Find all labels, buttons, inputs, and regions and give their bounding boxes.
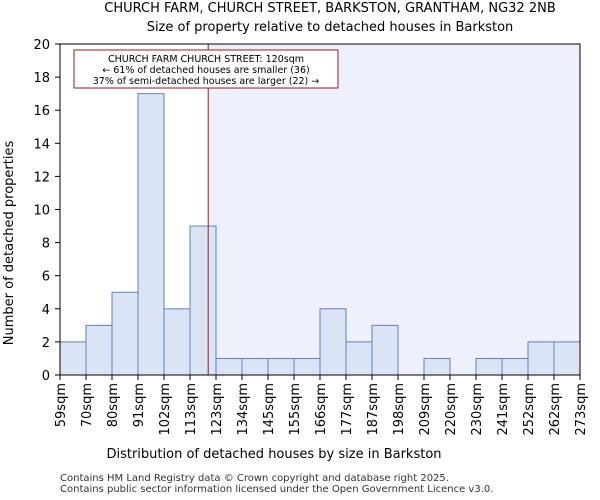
- bar-113sqm: [189, 225, 217, 376]
- x-tick-label: 134sqm: [236, 383, 251, 436]
- bar-209sqm: [423, 357, 451, 376]
- chart-title-line-1: CHURCH FARM, CHURCH STREET, BARKSTON, GR…: [104, 1, 555, 16]
- x-ticks: 59sqm 70sqm 80sqm 91sqm 102sqm 113sqm 123sqm 13…: [54, 375, 589, 436]
- bar-134sqm: [241, 357, 269, 376]
- bar-145sqm: [267, 357, 295, 376]
- y-tick-label: 8: [42, 237, 50, 252]
- x-tick-label: 177sqm: [340, 383, 355, 436]
- bar-91sqm: [137, 93, 165, 376]
- bar-80sqm: [111, 291, 139, 376]
- x-tick-label: 145sqm: [262, 383, 277, 436]
- x-tick-label: 102sqm: [158, 383, 173, 436]
- x-tick-label: 123sqm: [210, 383, 225, 436]
- bar-59sqm: [59, 341, 87, 376]
- bar-230sqm: [475, 357, 503, 376]
- y-tick-label: 4: [42, 303, 50, 318]
- y-tick-label: 10: [33, 204, 50, 219]
- x-axis-label: Distribution of detached houses by size …: [106, 447, 441, 462]
- highlight-region: [208, 44, 580, 375]
- chart-title-line-2: Size of property relative to detached ho…: [147, 20, 514, 35]
- x-tick-label: 252sqm: [522, 383, 537, 436]
- footer-line-2: Contains public sector information licen…: [60, 484, 494, 495]
- y-tick-label: 6: [42, 270, 50, 285]
- x-tick-label: 220sqm: [444, 383, 459, 436]
- x-tick-label: 262sqm: [548, 383, 563, 436]
- x-tick-label: 187sqm: [366, 383, 381, 436]
- plot-frame: [59, 43, 581, 376]
- footer-line-1: Contains HM Land Registry data © Crown c…: [60, 473, 449, 484]
- y-tick-label: 2: [42, 336, 50, 351]
- x-tick-label: 241sqm: [496, 383, 511, 436]
- y-tick-label: 0: [42, 369, 50, 384]
- annotation-line-1: CHURCH FARM CHURCH STREET: 120sqm: [108, 54, 304, 65]
- y-tick-label: 18: [33, 71, 50, 86]
- annotation-box: [73, 49, 339, 89]
- x-tick-label: 80sqm: [106, 383, 121, 427]
- bar-155sqm: [293, 357, 321, 376]
- x-tick-label: 70sqm: [80, 383, 95, 427]
- bar-187sqm: [371, 324, 399, 376]
- y-tick-label: 12: [33, 170, 50, 185]
- x-tick-label: 91sqm: [132, 383, 147, 427]
- y-tick-label: 16: [33, 104, 50, 119]
- y-tick-label: 14: [33, 137, 50, 152]
- y-ticks: 0 2 4 6 8 10 12 14 16 18 20: [33, 38, 60, 384]
- annotation-line-3: 37% of semi-detached houses are larger (…: [93, 76, 320, 87]
- x-tick-label: 166sqm: [314, 383, 329, 436]
- x-tick-label: 198sqm: [392, 383, 407, 436]
- bar-177sqm: [345, 341, 373, 376]
- bar-262sqm: [553, 341, 581, 376]
- x-tick-label: 155sqm: [288, 383, 303, 436]
- y-tick-label: 20: [33, 38, 50, 53]
- x-tick-label: 209sqm: [418, 383, 433, 436]
- x-tick-label: 59sqm: [54, 383, 69, 427]
- annotation-line-2: ← 61% of detached houses are smaller (36…: [102, 65, 309, 76]
- y-axis-label: Number of detached properties: [2, 141, 17, 346]
- bar-70sqm: [85, 324, 113, 376]
- bar-166sqm: [319, 308, 347, 376]
- bar-241sqm: [501, 357, 529, 376]
- x-tick-label: 113sqm: [184, 383, 199, 436]
- x-tick-label: 273sqm: [574, 383, 589, 436]
- bars-group: [59, 93, 581, 376]
- bar-102sqm: [163, 308, 191, 376]
- bar-123sqm: [215, 357, 243, 376]
- bar-252sqm: [527, 341, 555, 376]
- x-tick-label: 230sqm: [470, 383, 485, 436]
